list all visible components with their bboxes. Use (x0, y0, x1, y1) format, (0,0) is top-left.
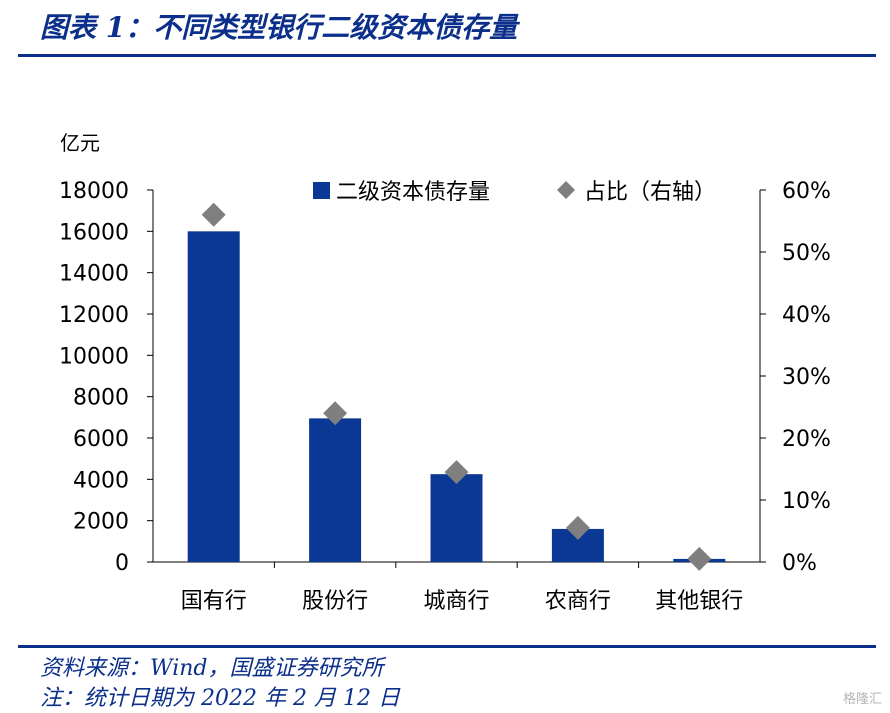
bar (309, 418, 362, 562)
y-tick-label: 16000 (59, 220, 129, 245)
y-tick-label: 4000 (73, 468, 129, 493)
y2-tick-label: 40% (782, 303, 831, 328)
date-note: 注：统计日期为 2022 年 2 月 12 日 (40, 686, 400, 711)
legend-label-bar: 二级资本债存量 (336, 180, 490, 205)
y-tick-label: 10000 (59, 344, 129, 369)
source-note: 资料来源：Wind，国盛证券研究所 (40, 656, 384, 681)
y-tick-label: 12000 (59, 303, 129, 328)
y2-tick-label: 0% (782, 551, 817, 576)
y2-tick-label: 50% (782, 241, 831, 266)
figure-title: 图表 1：不同类型银行二级资本债存量 (40, 11, 518, 44)
y2-tick-label: 20% (782, 427, 831, 452)
title-rule (18, 54, 876, 57)
y2-tick-label: 10% (782, 489, 831, 514)
y-tick-label: 2000 (73, 510, 129, 535)
x-tick-label: 城商行 (423, 589, 489, 614)
legend-label-marker: 占比（右轴） (584, 180, 716, 205)
point-marker (444, 460, 469, 485)
point-marker (565, 515, 590, 540)
y-tick-label: 0 (115, 551, 129, 576)
x-tick-label: 股份行 (302, 589, 368, 614)
y-tick-label: 8000 (73, 386, 129, 411)
y2-tick-label: 60% (782, 179, 831, 204)
watermark: 格隆汇 (842, 692, 882, 707)
y-unit-label: 亿元 (60, 131, 100, 155)
bar (430, 474, 483, 562)
x-tick-label: 其他银行 (655, 589, 743, 614)
legend-swatch-bar (313, 182, 330, 199)
y-tick-label: 14000 (59, 262, 129, 287)
point-marker (201, 202, 226, 227)
x-tick-label: 国有行 (181, 589, 247, 614)
legend-swatch-marker (557, 181, 575, 199)
point-marker (687, 546, 712, 571)
x-tick-label: 农商行 (545, 589, 611, 614)
point-marker (323, 401, 348, 426)
bar (187, 231, 240, 563)
y2-tick-label: 30% (782, 365, 831, 390)
y-tick-label: 6000 (73, 427, 129, 452)
y-tick-label: 18000 (59, 179, 129, 204)
footer-rule (18, 645, 876, 648)
